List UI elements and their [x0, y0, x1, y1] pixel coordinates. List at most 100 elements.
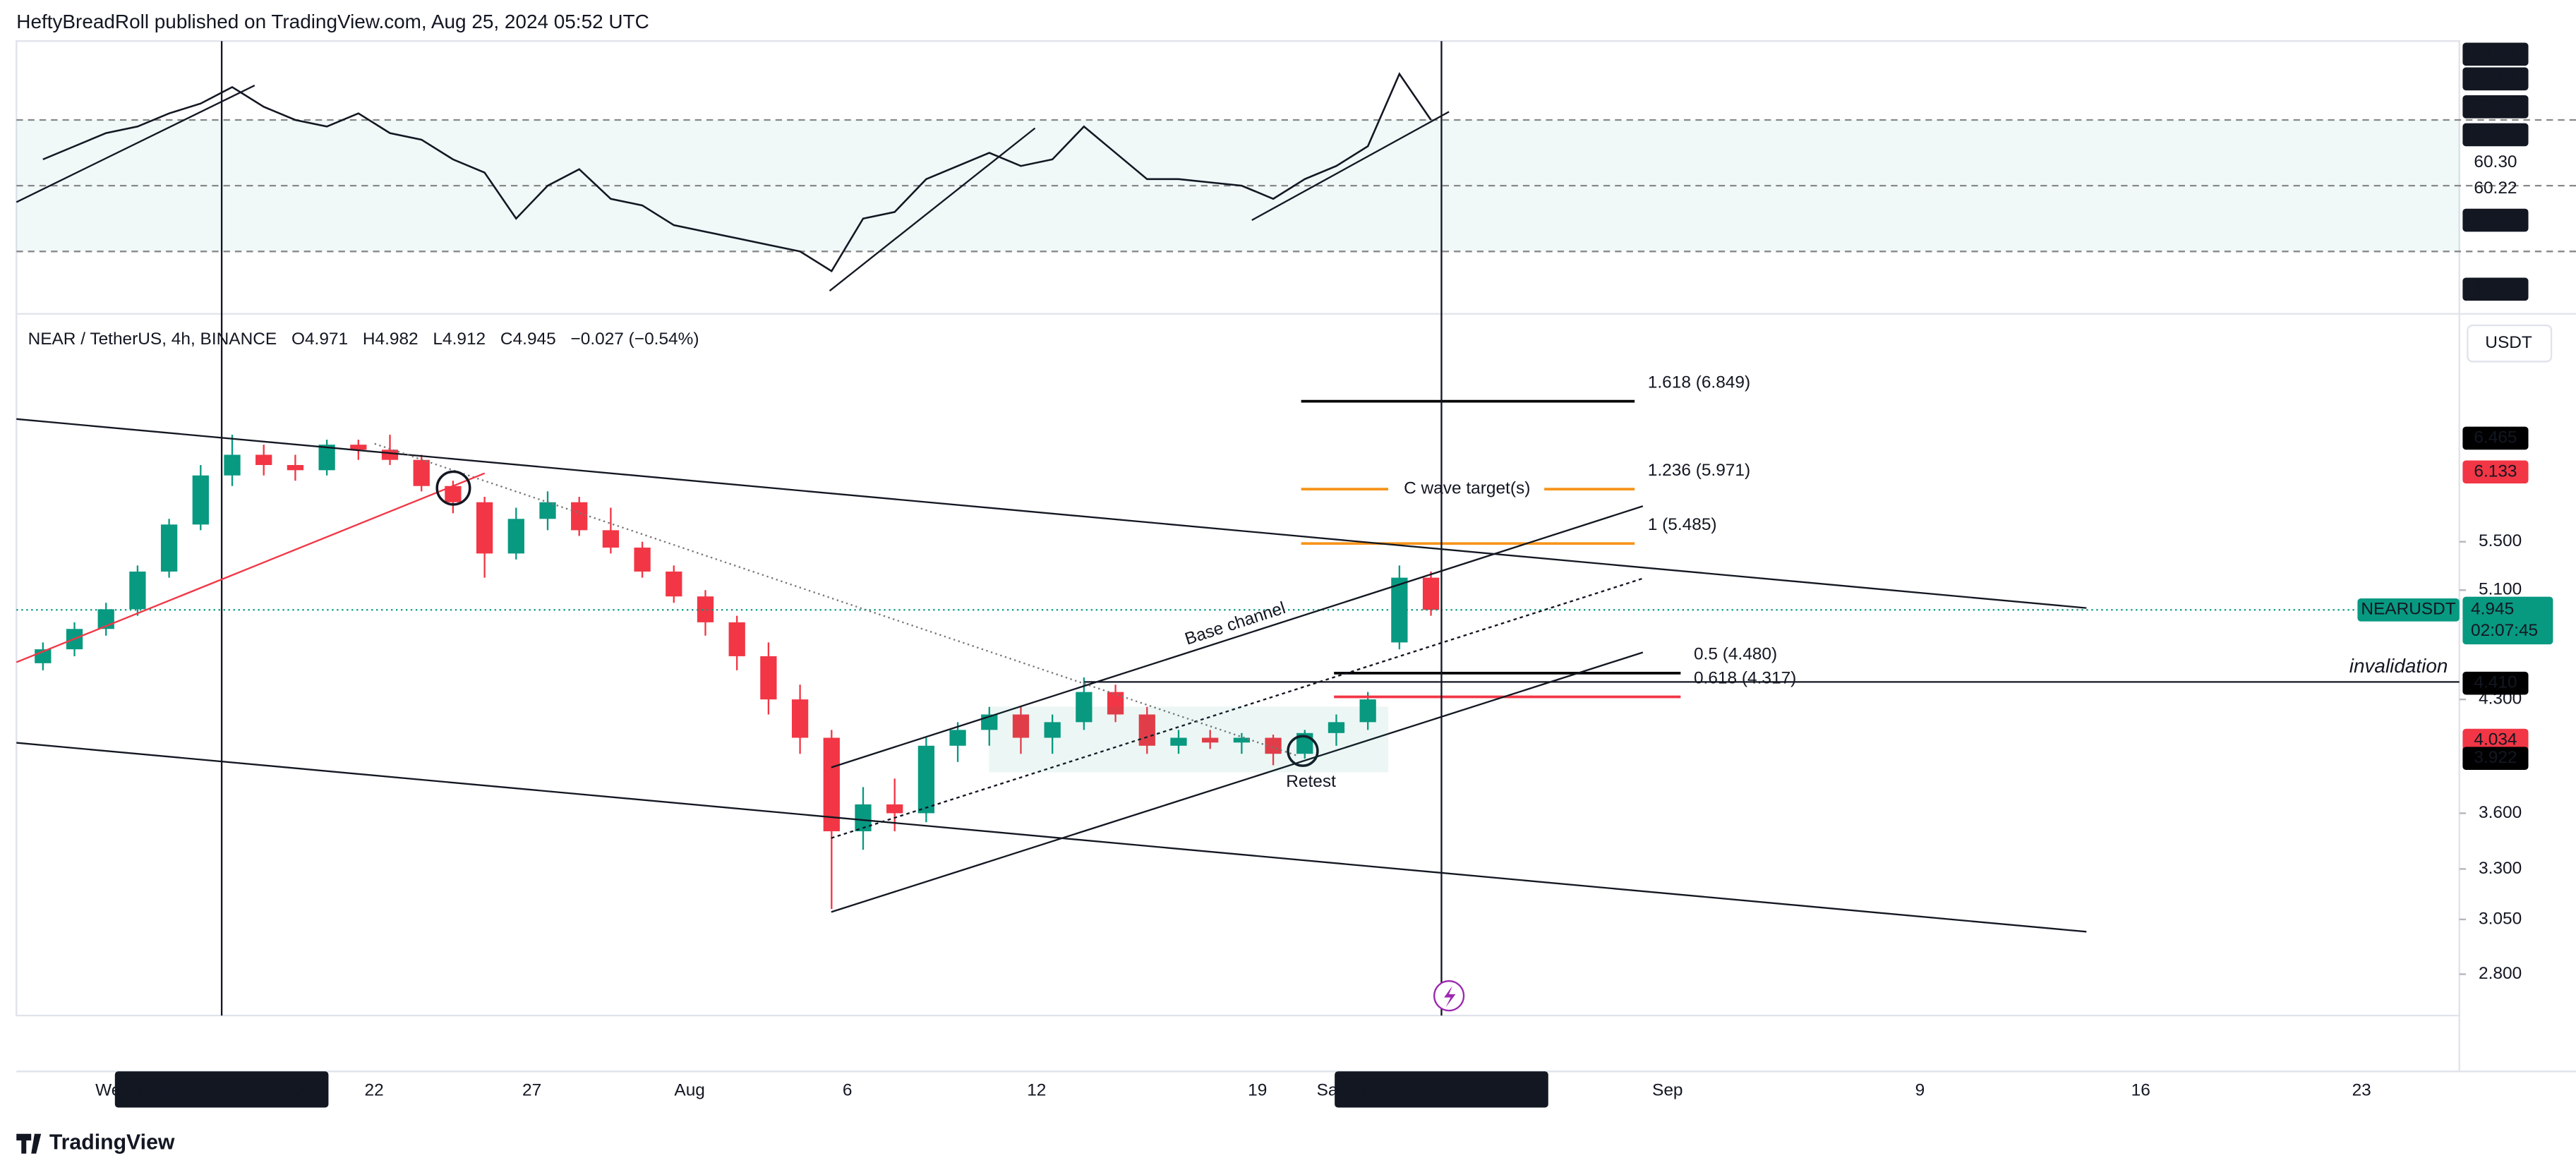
candle-body: [602, 530, 620, 548]
candle-body: [823, 737, 840, 831]
legend-open: O4.971: [291, 330, 348, 349]
countdown: 02:07:45: [2471, 621, 2538, 640]
candle-body: [413, 459, 430, 486]
circle-marker: [1287, 735, 1319, 767]
currency[interactable]: USDT: [2485, 333, 2532, 352]
y-tick-label: 3.050: [2479, 909, 2522, 928]
rsi-scale-label: 60.30: [2474, 152, 2517, 171]
y-tick-label: 2.800: [2479, 964, 2522, 983]
fib-label: 1.618 (6.849): [1648, 373, 1750, 392]
candle-body: [160, 524, 178, 572]
last-price-box: [2462, 596, 2553, 645]
trend-line: [16, 418, 2087, 609]
invalidation-label: invalidation: [2349, 655, 2448, 677]
brand: TradingView: [49, 1131, 175, 1154]
candle-body: [1328, 722, 1345, 733]
x-tick-label: 22: [365, 1081, 384, 1100]
rsi-label-box: [2462, 208, 2529, 232]
event-bolt: [1444, 986, 1456, 1008]
x-tick-label: 9: [1915, 1081, 1925, 1100]
fib-note-bg: [1388, 477, 1545, 501]
rsi-trend: [16, 85, 255, 203]
candle-body: [1138, 714, 1155, 746]
rsi-label-box: [2462, 123, 2529, 147]
fib-label: 0.618 (4.317): [1694, 668, 1796, 687]
candle-body: [1359, 699, 1376, 723]
retest-label: Retest: [1286, 772, 1336, 791]
rsi-trend: [829, 127, 1036, 292]
rsi-pane: 81.01 72.61 67.55 65.84 60.30 60.22 39.02 18.20: [16, 42, 2576, 301]
channel-line: [831, 651, 1644, 913]
candle-body: [1202, 737, 1219, 743]
x-tick-label: 16: [2131, 1081, 2150, 1100]
y-tick-label: 3.600: [2479, 803, 2522, 822]
x-tick-label: 19: [1248, 1081, 1267, 1100]
fib-label: 0.5 (4.480): [1694, 645, 1777, 664]
price-box-label: 6.133: [2474, 462, 2517, 481]
candle-body: [476, 502, 493, 554]
candle-body: [634, 548, 651, 572]
candle-body: [1076, 692, 1093, 723]
candle-body: [224, 454, 241, 476]
channel-line: [831, 505, 1644, 768]
time-label: Sat 24 Aug '24: [1317, 1081, 1428, 1100]
legend-close: C4.945: [500, 330, 556, 349]
candle-body: [1044, 722, 1061, 738]
legend-low: L4.912: [433, 330, 486, 349]
candle-body: [1422, 577, 1440, 610]
candle-body: [1170, 737, 1187, 746]
time-box: [1335, 1071, 1548, 1108]
legend: NEAR / TetherUS, 4h, BINANCE O4.971 H4.9…: [28, 330, 699, 349]
candle-body: [539, 502, 556, 519]
rsi-scale-label: 18.20: [2474, 279, 2517, 298]
rsi-scale-label: 65.84: [2474, 124, 2517, 143]
rsi-line: [42, 72, 1432, 273]
candle-body: [192, 475, 209, 525]
candle-body: [791, 699, 809, 738]
x-tick-label: Aug: [674, 1081, 704, 1100]
symbol-label: NEARUSDT: [2361, 600, 2455, 619]
brand-logo: [16, 1133, 42, 1154]
price-box: [2462, 460, 2529, 484]
y-tick-label: 5.500: [2479, 531, 2522, 550]
candle-body: [507, 519, 524, 554]
rsi-scale-label: 60.22: [2474, 179, 2517, 198]
price-box: [2462, 747, 2529, 770]
price-pane: 2.8003.0503.3003.6004.3005.1005.5001.618…: [16, 41, 2553, 1108]
legend-high: H4.982: [363, 330, 419, 349]
rsi-label-box: [2462, 42, 2529, 66]
price-box-label: 4.410: [2474, 673, 2517, 692]
rsi-trend: [1251, 111, 1450, 222]
x-tick-label: 6: [843, 1081, 853, 1100]
legend-symbol: NEAR / TetherUS, 4h, BINANCE: [28, 330, 277, 349]
candle-body: [666, 571, 682, 597]
last-price-label: 4.945: [2471, 600, 2514, 619]
price-box-label: 4.034: [2474, 730, 2517, 749]
candle-body: [1107, 692, 1124, 715]
header-title: HeftyBreadRoll published on TradingView.…: [16, 11, 649, 32]
circle-marker: [435, 470, 471, 506]
x-tick-label: 12: [1027, 1081, 1046, 1100]
candle-body: [318, 445, 335, 471]
candle-body: [255, 454, 272, 465]
symbol-box: [2357, 598, 2460, 622]
candle-body: [350, 445, 367, 450]
candle-body: [1265, 737, 1282, 754]
rsi-scale-label: 67.55: [2474, 97, 2517, 116]
candle-body: [728, 622, 745, 656]
candle-body: [1391, 577, 1408, 643]
candle-body: [287, 464, 304, 471]
rsi-scale-label: 39.02: [2474, 210, 2517, 229]
price-box: [2462, 426, 2529, 450]
candle-body: [129, 571, 146, 610]
candle-body: [760, 656, 777, 700]
currency-button[interactable]: [2467, 324, 2553, 363]
time-label: 20:00: [1489, 1081, 1532, 1100]
fib-label: 1 (5.485): [1648, 515, 1717, 534]
rsi-label-box: [2462, 95, 2529, 119]
y-tick-label: 5.100: [2479, 580, 2522, 599]
y-tick-label: 3.300: [2479, 859, 2522, 878]
